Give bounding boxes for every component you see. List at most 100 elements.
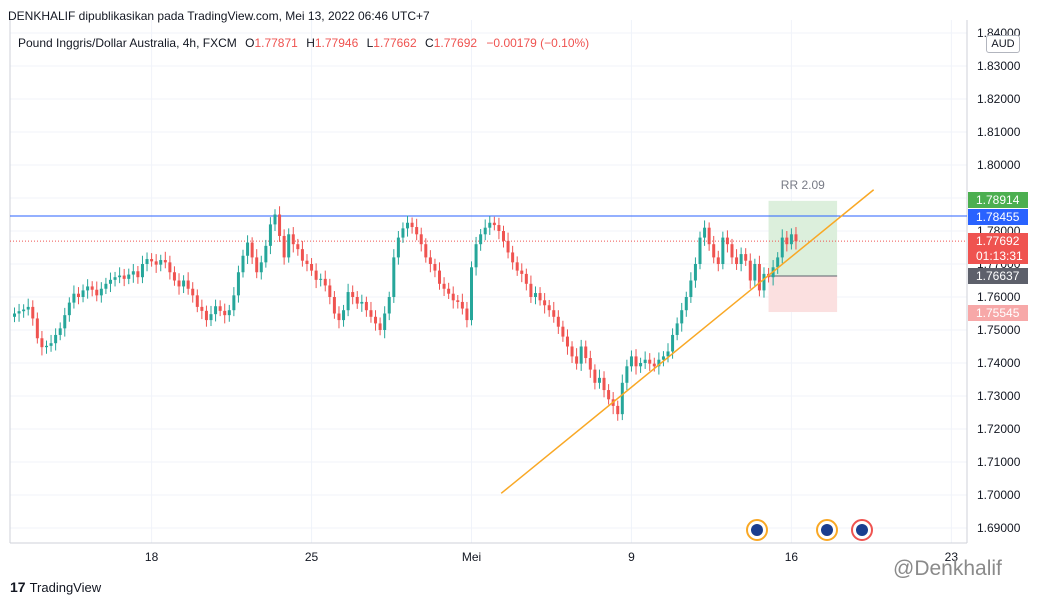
candle-body (346, 292, 350, 311)
low-value: 1.77662 (373, 36, 417, 50)
candle-body (332, 297, 336, 314)
candle-body (661, 356, 665, 360)
candle-body (31, 306, 35, 319)
symbol-label: Pound Inggris/Dollar Australia, 4h, FXCM (18, 36, 237, 50)
candle-body (657, 359, 661, 367)
candle-body (671, 334, 675, 352)
candle-body (364, 301, 368, 311)
candle-body (383, 313, 387, 330)
candle-body (76, 293, 80, 297)
y-tick-label: 1.69000 (977, 521, 1021, 535)
x-tick-label: 18 (145, 550, 159, 564)
candle-body (227, 310, 231, 316)
candle-body (40, 338, 44, 348)
candle-body (310, 264, 314, 271)
y-tick-label: 1.76000 (977, 290, 1021, 304)
candle-body (168, 262, 172, 273)
candle-body (241, 255, 245, 273)
candle-body (675, 323, 679, 335)
close-key: C (425, 36, 434, 50)
candle-body (360, 301, 364, 304)
candle-body (739, 254, 743, 264)
high-key: H (306, 36, 315, 50)
candle-body (460, 301, 464, 309)
candle-body (625, 366, 629, 383)
candle-body (703, 227, 707, 238)
candle-body (214, 306, 218, 315)
candle-body (735, 257, 739, 264)
candle-body (465, 308, 469, 321)
candle-body (140, 264, 144, 278)
candle-body (419, 234, 423, 245)
candle-body (483, 227, 487, 235)
candle-body (410, 222, 414, 228)
candle-body (643, 359, 647, 363)
candle-body (680, 310, 684, 324)
candle-body (748, 260, 752, 281)
stop-price-badge: 1.75545 (968, 305, 1028, 321)
tradingview-logo-icon: 17 (10, 579, 26, 595)
candle-body (529, 283, 533, 297)
candle-body (44, 345, 48, 348)
candle-body (470, 267, 473, 321)
candle-body (195, 295, 199, 307)
candle-body (264, 245, 268, 263)
candle-body (172, 272, 176, 281)
author-watermark: @Denkhalif (893, 557, 1002, 580)
candle-body (515, 262, 519, 271)
candle-body (438, 270, 442, 284)
candle-body (415, 227, 419, 235)
candle-body (209, 314, 213, 321)
candle-body (780, 237, 784, 258)
candle-body (342, 310, 346, 321)
open-value: 1.77871 (254, 36, 298, 50)
candle-body (506, 240, 510, 253)
candle-body (186, 280, 190, 289)
candle-body (305, 260, 309, 264)
published-by-text: DENKHALIF dipublikasikan pada TradingVie… (8, 9, 430, 23)
candle-body (479, 234, 483, 245)
candle-body (428, 257, 432, 264)
candle-body (639, 363, 643, 367)
candle-body (268, 224, 272, 246)
x-tick-label: 16 (785, 550, 799, 564)
candle-body (49, 343, 53, 346)
candle-body (323, 278, 327, 286)
candle-body (296, 244, 300, 250)
candle-body (328, 285, 332, 297)
candle-body (447, 288, 451, 294)
candle-body (607, 390, 611, 400)
candle-body (273, 214, 277, 225)
candle-body (351, 292, 355, 297)
last-price-badge: 1.77692 (968, 233, 1028, 249)
candle-body (762, 273, 766, 291)
candle-body (698, 237, 702, 264)
candle-body (451, 293, 455, 301)
candle-body (118, 275, 122, 278)
currency-button[interactable]: AUD (986, 35, 1020, 53)
candle-body (730, 244, 734, 258)
open-key: O (245, 36, 255, 50)
candle-body (177, 280, 181, 287)
candle-body (785, 237, 789, 245)
candle-body (789, 234, 793, 245)
candle-body (396, 237, 400, 258)
candle-body (648, 359, 652, 364)
change-value: −0.00179 (−0.10%) (486, 36, 590, 50)
candle-body (204, 310, 208, 321)
y-tick-label: 1.75000 (977, 323, 1021, 337)
candle-body (757, 264, 761, 291)
candle-body (278, 214, 282, 236)
candle-body (131, 271, 135, 275)
y-tick-label: 1.70000 (977, 488, 1021, 502)
candle-body (570, 346, 574, 357)
target-price-badge: 1.78914 (968, 192, 1028, 208)
candle-body (392, 257, 396, 297)
candle-body (255, 257, 259, 273)
candle-body (579, 346, 583, 364)
candle-body (63, 315, 67, 329)
tradingview-logo[interactable]: 17 TradingView (10, 579, 101, 595)
candle-body (145, 259, 149, 264)
candle-body (776, 257, 780, 268)
